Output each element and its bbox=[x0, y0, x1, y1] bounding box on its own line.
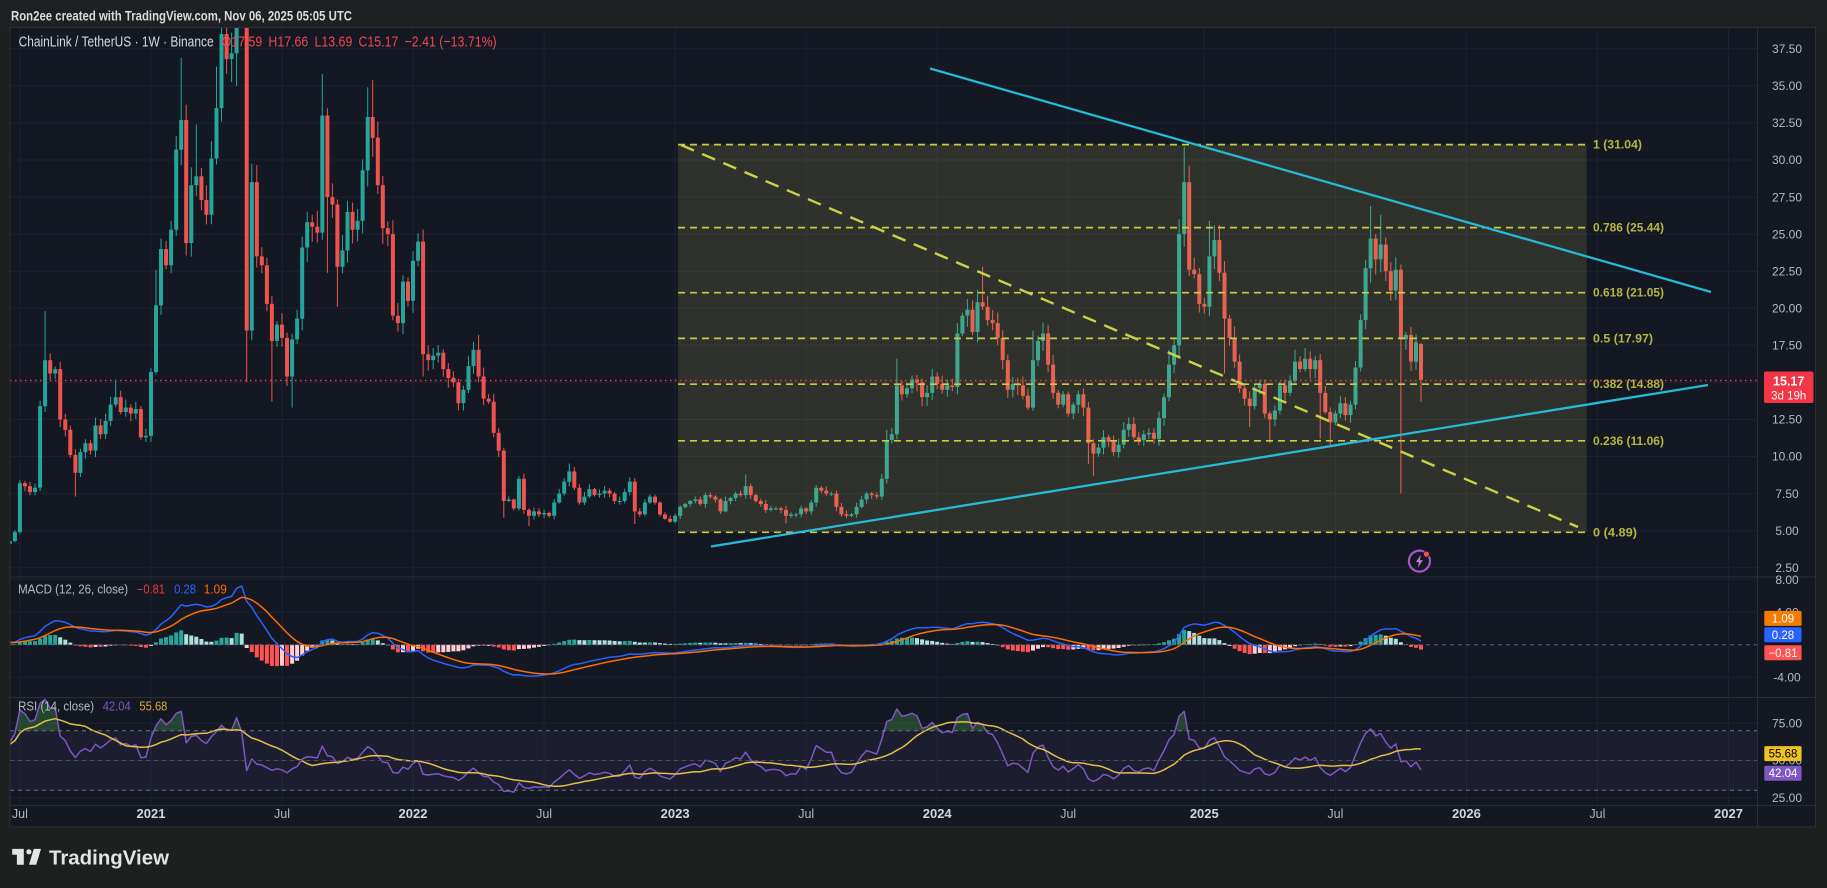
svg-text:25.00: 25.00 bbox=[1772, 791, 1802, 805]
svg-text:Jul: Jul bbox=[798, 807, 814, 821]
svg-text:0.28: 0.28 bbox=[174, 583, 196, 597]
svg-text:1 (31.04): 1 (31.04) bbox=[1593, 140, 1642, 152]
svg-text:35.00: 35.00 bbox=[1772, 79, 1802, 93]
svg-text:27.50: 27.50 bbox=[1772, 190, 1802, 204]
svg-text:Ron2ee created with TradingVie: Ron2ee created with TradingView.com, Nov… bbox=[11, 8, 352, 24]
svg-text:15.17: 15.17 bbox=[1773, 375, 1804, 389]
svg-text:0.236 (11.06): 0.236 (11.06) bbox=[1593, 436, 1664, 448]
svg-text:1.09: 1.09 bbox=[204, 583, 227, 597]
svg-text:0.786 (25.44): 0.786 (25.44) bbox=[1593, 223, 1664, 235]
svg-text:ChainLink / TetherUS · 1W · Bi: ChainLink / TetherUS · 1W · Binance bbox=[19, 34, 214, 51]
svg-text:Jul: Jul bbox=[12, 807, 28, 821]
svg-text:55.68: 55.68 bbox=[1769, 749, 1798, 761]
svg-text:Jul: Jul bbox=[1589, 807, 1605, 821]
svg-text:−0.81: −0.81 bbox=[137, 583, 165, 597]
svg-text:1.09: 1.09 bbox=[1772, 613, 1794, 625]
svg-text:-4.00: -4.00 bbox=[1773, 671, 1801, 685]
svg-text:25.00: 25.00 bbox=[1772, 227, 1802, 241]
svg-text:Jul: Jul bbox=[536, 807, 552, 821]
svg-text:37.50: 37.50 bbox=[1772, 42, 1802, 56]
svg-text:O17.59 H17.66 L13.69 C15.17 −2: O17.59 H17.66 L13.69 C15.17 −2.41 (−13.7… bbox=[222, 34, 497, 51]
svg-text:20.00: 20.00 bbox=[1772, 302, 1802, 316]
svg-text:TradingView: TradingView bbox=[49, 847, 169, 870]
svg-text:17.50: 17.50 bbox=[1772, 339, 1802, 353]
svg-text:2024: 2024 bbox=[923, 806, 953, 821]
svg-text:30.00: 30.00 bbox=[1772, 153, 1802, 167]
svg-text:Jul: Jul bbox=[274, 807, 290, 821]
svg-text:2.50: 2.50 bbox=[1775, 561, 1799, 575]
svg-text:5.00: 5.00 bbox=[1775, 524, 1799, 538]
svg-text:3d 19h: 3d 19h bbox=[1771, 391, 1806, 403]
svg-text:2025: 2025 bbox=[1190, 806, 1219, 821]
svg-text:10.00: 10.00 bbox=[1772, 450, 1802, 464]
svg-text:32.50: 32.50 bbox=[1772, 116, 1802, 130]
svg-text:−0.81: −0.81 bbox=[1768, 648, 1797, 660]
svg-text:8.00: 8.00 bbox=[1775, 573, 1799, 587]
svg-text:75.00: 75.00 bbox=[1772, 717, 1802, 731]
svg-text:42.04: 42.04 bbox=[1769, 768, 1798, 780]
svg-text:Jul: Jul bbox=[1327, 807, 1343, 821]
svg-text:12.50: 12.50 bbox=[1772, 413, 1802, 427]
svg-text:0.5 (17.97): 0.5 (17.97) bbox=[1593, 333, 1653, 345]
svg-text:0.28: 0.28 bbox=[1772, 630, 1794, 642]
svg-text:2022: 2022 bbox=[399, 806, 428, 821]
svg-text:0.382 (14.88): 0.382 (14.88) bbox=[1593, 379, 1664, 391]
svg-text:22.50: 22.50 bbox=[1772, 264, 1802, 278]
svg-text:2021: 2021 bbox=[137, 806, 166, 821]
svg-text:2023: 2023 bbox=[661, 806, 690, 821]
svg-text:Jul: Jul bbox=[1060, 807, 1076, 821]
svg-text:42.04: 42.04 bbox=[103, 700, 131, 714]
svg-text:2026: 2026 bbox=[1452, 806, 1481, 821]
svg-text:55.68: 55.68 bbox=[139, 700, 167, 714]
svg-text:0.618 (21.05): 0.618 (21.05) bbox=[1593, 288, 1664, 300]
svg-text:0 (4.89): 0 (4.89) bbox=[1593, 527, 1637, 539]
svg-text:2027: 2027 bbox=[1714, 806, 1743, 821]
svg-text:7.50: 7.50 bbox=[1775, 487, 1799, 501]
svg-text:RSI (14, close): RSI (14, close) bbox=[18, 700, 94, 714]
svg-text:MACD (12, 26, close): MACD (12, 26, close) bbox=[18, 583, 128, 597]
